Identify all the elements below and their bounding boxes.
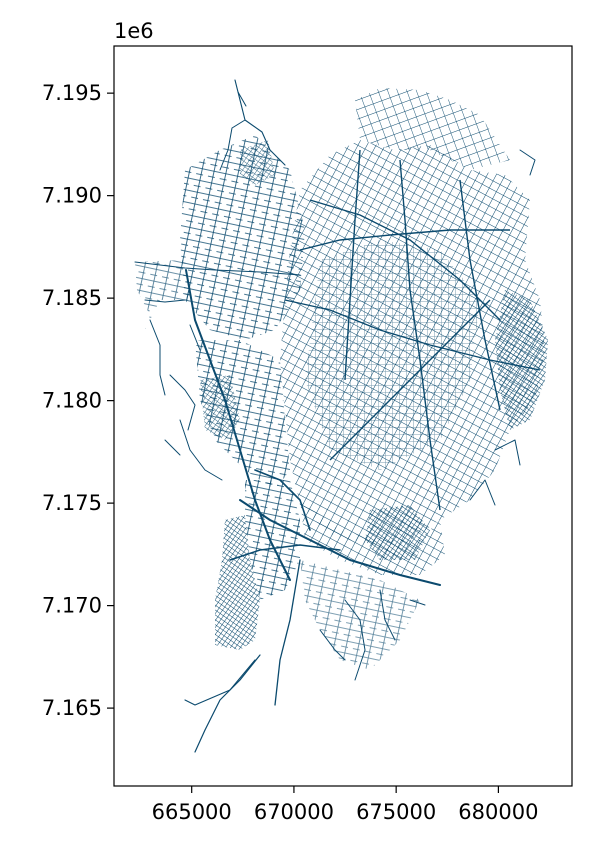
northwest-area [180, 135, 305, 340]
y-tick-label: 7.185 [42, 286, 102, 310]
y-tick-label: 7.165 [42, 696, 102, 720]
x-tick-label: 680000 [458, 800, 538, 824]
y-offset-label: 1e6 [114, 19, 154, 43]
north-urban-area [355, 88, 510, 170]
street-network [134, 79, 548, 753]
y-tick-label: 7.175 [42, 491, 102, 515]
arterial-roads [134, 79, 536, 753]
far-west-area [135, 260, 190, 330]
interior-streets [284, 149, 541, 511]
central-urban-grid-overlay [305, 240, 480, 470]
x-tick-label: 670000 [254, 800, 334, 824]
northwest-dense-patch [240, 140, 275, 185]
x-axis: 665000 670000 675000 680000 [152, 786, 538, 824]
y-tick-label: 7.170 [42, 594, 102, 618]
y-tick-label: 7.190 [42, 184, 102, 208]
south-rural-area [300, 560, 420, 670]
west-dense-patch [200, 375, 240, 440]
x-tick-label: 675000 [356, 800, 436, 824]
y-axis: 7.165 7.170 7.175 7.180 7.185 7.190 7.195 [42, 81, 114, 720]
south-dense-patch [365, 505, 430, 560]
y-tick-label: 7.180 [42, 389, 102, 413]
x-tick-label: 665000 [152, 800, 232, 824]
east-urban-area [495, 290, 548, 430]
y-tick-label: 7.195 [42, 81, 102, 105]
axes-frame [113, 45, 573, 787]
